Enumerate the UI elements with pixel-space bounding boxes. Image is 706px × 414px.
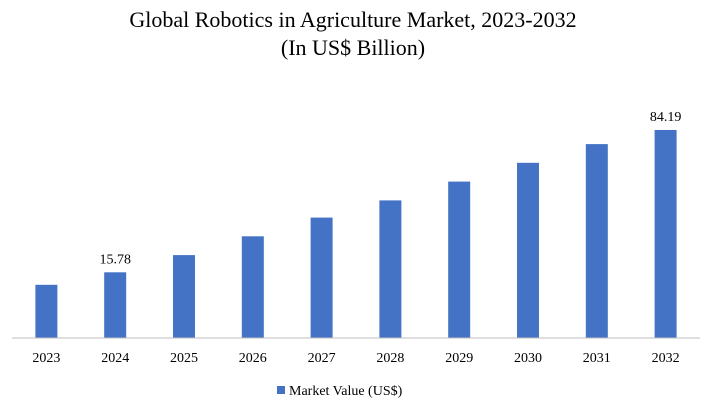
data-label-2032: 84.19: [650, 110, 682, 125]
bar-2030: [517, 162, 539, 338]
legend-label: Market Value (US$): [289, 384, 403, 399]
x-tick-label-2024: 2024: [101, 351, 129, 366]
bar-2029: [448, 181, 471, 338]
x-tick-label-2027: 2027: [308, 351, 336, 366]
bar-2032: [654, 130, 677, 338]
chart-title: Global Robotics in Agriculture Market, 2…: [0, 6, 706, 62]
x-tick-label-2031: 2031: [583, 351, 611, 366]
bar-2026: [241, 236, 264, 338]
data-labels: 15.78 84.19: [99, 110, 681, 267]
x-tick-label-2028: 2028: [376, 351, 404, 366]
bar-2031: [585, 144, 608, 338]
x-tick-label-2023: 2023: [32, 351, 60, 366]
chart-title-line-2: (In US$ Billion): [280, 35, 426, 60]
bar-2024: [104, 272, 127, 338]
bar-2025: [173, 255, 195, 338]
chart-title-line-1: Global Robotics in Agriculture Market, 2…: [129, 7, 577, 32]
x-tick-label-2026: 2026: [239, 351, 267, 366]
x-tick-label-2025: 2025: [170, 351, 198, 366]
legend-swatch: [277, 386, 285, 394]
x-tick-labels: 2023 2024 2025 2026 2027 2028 2029 2030 2031 2032: [32, 351, 679, 366]
x-tick-label-2030: 2030: [514, 351, 542, 366]
bar-2023: [35, 284, 58, 338]
bar-2028: [379, 200, 402, 338]
x-tick-label-2032: 2032: [652, 351, 680, 366]
x-tick-label-2029: 2029: [445, 351, 473, 366]
bar-2027: [310, 217, 333, 338]
data-label-2024: 15.78: [99, 252, 131, 267]
bars-group: [35, 130, 677, 338]
legend: Market Value (US$): [277, 384, 403, 399]
